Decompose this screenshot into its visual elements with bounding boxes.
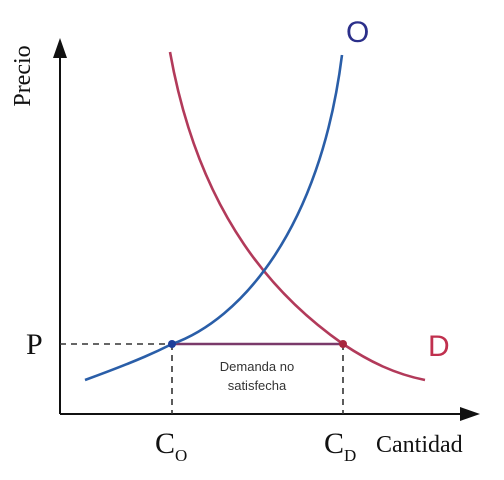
q-demand-main: C [324, 427, 344, 460]
q-supply-main: C [155, 427, 175, 460]
supply-curve [84, 54, 344, 382]
q-demand-label: CD [324, 427, 356, 465]
y-axis-label: Precio [10, 45, 36, 106]
q-demand-sub: D [344, 446, 356, 465]
supply-curve-label: O [346, 16, 369, 49]
x-axis-label: Cantidad [376, 432, 463, 458]
x-axis-arrow-icon [460, 407, 480, 421]
y-axis-arrow-icon [53, 38, 67, 58]
q-supply-sub: O [175, 446, 187, 465]
demand-curve [168, 51, 426, 382]
demand-curve-label: D [428, 330, 450, 363]
price-label: P [26, 328, 43, 361]
shortage-annotation-line1: Demanda no [220, 359, 294, 374]
shortage-annotation-line2: satisfecha [228, 378, 287, 393]
demand-point [339, 340, 347, 348]
q-supply-label: CO [155, 427, 187, 465]
supply-point [168, 340, 176, 348]
